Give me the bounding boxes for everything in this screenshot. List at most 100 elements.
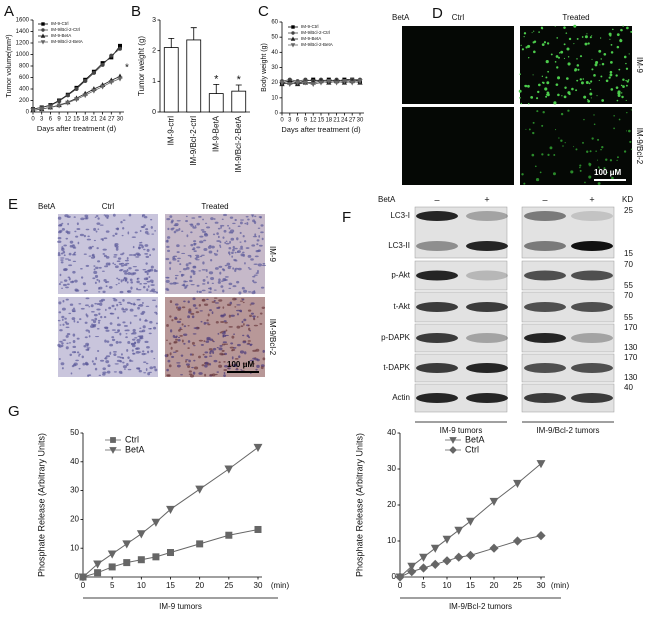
cell (105, 329, 110, 332)
cell (193, 359, 196, 362)
cell (202, 283, 206, 285)
cell (194, 225, 197, 227)
cell (108, 306, 112, 310)
cell (143, 372, 147, 374)
cell (66, 333, 71, 336)
cell (107, 364, 111, 368)
marker (41, 22, 45, 26)
cell (187, 300, 190, 304)
cell (256, 250, 261, 252)
fluorescence (583, 118, 585, 121)
fluorescence (610, 43, 613, 46)
cell (64, 317, 67, 320)
fluorescence (545, 60, 549, 64)
fluorescence (558, 52, 561, 54)
fluorescence (534, 165, 537, 168)
cell (192, 371, 196, 375)
cell (103, 316, 107, 319)
x-tick-label: 12 (64, 117, 71, 123)
cell (131, 236, 137, 238)
cell (186, 266, 190, 270)
fluorescence (549, 146, 553, 150)
cell (247, 218, 250, 221)
cell (253, 290, 256, 293)
marker (136, 530, 146, 539)
significance: * (125, 63, 129, 74)
legend-label: BetA (465, 434, 485, 444)
fluorescence (568, 92, 571, 96)
cell (166, 218, 171, 221)
cell (96, 278, 99, 281)
cell (149, 268, 154, 272)
panel-letter: A (4, 3, 14, 20)
cell (260, 231, 264, 234)
cell (142, 285, 146, 289)
cell (66, 342, 69, 345)
cell (260, 224, 264, 227)
cell (60, 252, 64, 255)
cell (254, 255, 259, 258)
row-label: IM-9 (635, 57, 644, 74)
y-axis-label: Phosphate Release (Arbitrary Units) (36, 433, 46, 577)
cell (58, 224, 63, 227)
cell (96, 303, 100, 306)
band (416, 363, 458, 373)
fluorescence (573, 146, 575, 148)
row-label: IM-9/Bcl-2 (635, 128, 644, 165)
cell (85, 216, 89, 220)
fluorescence (621, 95, 624, 99)
fluorescence (564, 142, 566, 144)
legend-label: Ctrl (465, 444, 479, 454)
size-marker: 130 (624, 373, 638, 382)
cell (232, 248, 235, 252)
marker (196, 540, 204, 548)
cell (240, 369, 243, 371)
cell (219, 271, 222, 275)
cell (60, 259, 64, 261)
cell (195, 254, 200, 257)
cell (76, 337, 80, 340)
cell (195, 255, 200, 259)
protein-label: Actin (392, 393, 410, 402)
cell (247, 254, 252, 258)
cell (187, 347, 190, 350)
fluorescence (541, 153, 544, 156)
cell (129, 308, 134, 312)
x-tick-label: 18 (82, 117, 89, 123)
cell (231, 335, 235, 339)
cell (137, 306, 140, 310)
cell (237, 343, 241, 347)
x-tick-label: IM-9-ctrl (166, 116, 175, 146)
fluorescence (528, 57, 530, 59)
column-label: Ctrl (102, 202, 115, 211)
x-tick-label: 15 (166, 581, 175, 590)
cell (65, 326, 70, 329)
marker (65, 100, 71, 106)
cell (251, 315, 256, 318)
cell (186, 284, 189, 287)
cell (191, 315, 195, 319)
cell (239, 300, 244, 302)
band (466, 270, 508, 281)
cell (58, 301, 62, 305)
cell (215, 320, 219, 324)
x-tick-label: 0 (81, 581, 86, 590)
cell (97, 228, 100, 231)
fluorescence (546, 42, 550, 45)
y-tick-label: 40 (70, 457, 79, 466)
cell (127, 290, 132, 293)
cell (169, 352, 172, 356)
fluorescence (576, 79, 579, 82)
marker (195, 485, 205, 494)
cell (258, 244, 263, 247)
fluorescence (533, 50, 536, 54)
cell (120, 279, 123, 283)
cell (93, 268, 96, 271)
cell (198, 339, 204, 342)
cell (136, 367, 141, 370)
cell (91, 319, 95, 321)
cell (137, 335, 142, 338)
cell (189, 279, 193, 282)
cell (262, 357, 266, 361)
significance: * (237, 74, 242, 86)
